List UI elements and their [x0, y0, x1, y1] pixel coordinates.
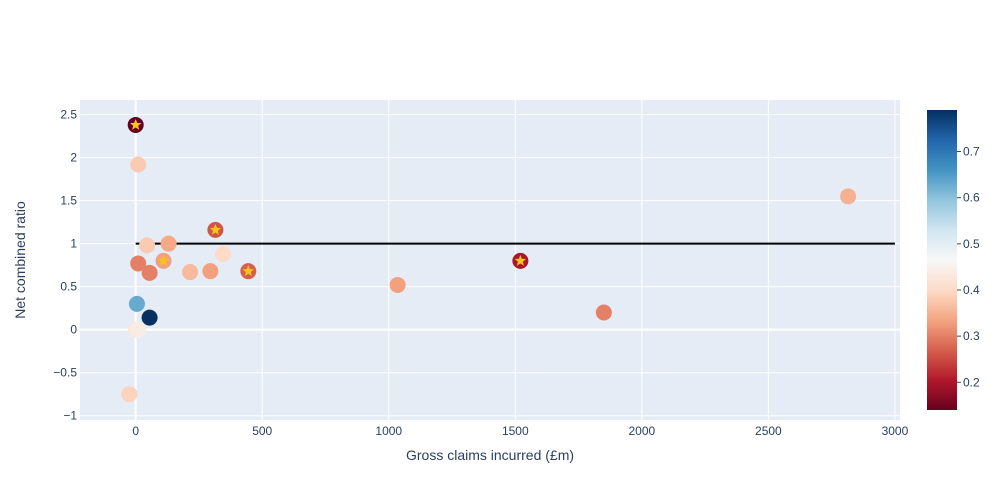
- data-point: [141, 309, 158, 326]
- y-tick-label: 2: [70, 151, 77, 165]
- x-tick-label: 2000: [629, 424, 656, 438]
- x-tick-label: 500: [252, 424, 272, 438]
- data-point: [840, 188, 857, 205]
- x-tick-label: 1000: [375, 424, 402, 438]
- data-point: [214, 245, 231, 262]
- data-point: [139, 237, 156, 254]
- x-tick-labels: 0 500 1000 1500 2000 2500 3000: [132, 424, 908, 438]
- plot-background: [80, 100, 900, 420]
- y-tick-label: −0.5: [53, 366, 77, 380]
- colorbar-tick-label: 0.5: [963, 237, 980, 251]
- y-tick-label: −1: [63, 409, 77, 423]
- star-marker: [514, 254, 527, 266]
- data-point: [182, 264, 199, 281]
- x-tick-label: 3000: [882, 424, 909, 438]
- data-point: [130, 255, 147, 272]
- data-point: [130, 156, 147, 173]
- colorbar-tick-label: 0.6: [963, 191, 980, 205]
- colorbar-tick-labels: 0.2 0.3 0.4 0.5 0.6 0.7: [957, 145, 980, 389]
- y-tick-label: 2.5: [60, 108, 77, 122]
- y-tick-label: 0.5: [60, 280, 77, 294]
- y-axis-title: Net combined ratio: [12, 201, 28, 319]
- data-points: [121, 116, 857, 403]
- y-tick-label: 1.5: [60, 194, 77, 208]
- y-tick-label: 1: [70, 237, 77, 251]
- data-point: [130, 321, 147, 338]
- data-point: [202, 263, 219, 280]
- colorbar: [927, 110, 957, 410]
- star-marker: [209, 223, 222, 235]
- data-point: [141, 264, 158, 281]
- x-tick-label: 2500: [755, 424, 782, 438]
- data-point: [389, 276, 406, 293]
- star-marker: [242, 265, 255, 277]
- star-marker: [157, 254, 170, 266]
- colorbar-tick-label: 0.3: [963, 329, 980, 343]
- colorbar-tick-label: 0.7: [963, 145, 980, 159]
- y-tick-label: 0: [70, 323, 77, 337]
- colorbar-tick-label: 0.4: [963, 283, 980, 297]
- x-tick-label: 0: [132, 424, 139, 438]
- y-tick-labels: −1 −0.5 0 0.5 1 1.5 2 2.5: [53, 108, 77, 423]
- data-point: [128, 295, 145, 312]
- data-point: [121, 386, 138, 403]
- data-point: [160, 235, 177, 252]
- x-axis-title: Gross claims incurred (£m): [406, 447, 574, 463]
- x-tick-label: 1500: [502, 424, 529, 438]
- data-point: [595, 304, 612, 321]
- colorbar-tick-label: 0.2: [963, 375, 980, 389]
- star-marker: [129, 118, 142, 130]
